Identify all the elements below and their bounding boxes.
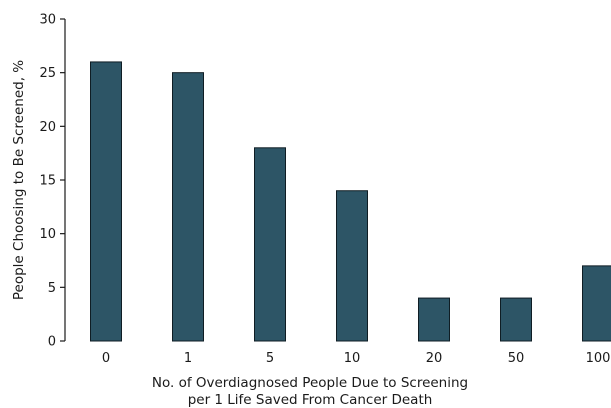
y-axis-title: People Choosing to Be Screened, % bbox=[11, 60, 27, 300]
bar-50 bbox=[500, 297, 532, 342]
y-tick-label: 20 bbox=[39, 120, 56, 135]
y-axis-ticks: 0 5 10 15 20 25 30 bbox=[39, 13, 65, 350]
x-axis-ticks: 0 1 5 10 20 50 100 bbox=[102, 351, 611, 366]
x-axis-title-line-1: No. of Overdiagnosed People Due to Scree… bbox=[152, 375, 468, 391]
x-tick-label: 50 bbox=[508, 351, 525, 366]
y-tick-label: 30 bbox=[39, 13, 56, 28]
y-tick-label: 0 bbox=[48, 335, 56, 350]
x-tick-label: 10 bbox=[344, 351, 361, 366]
y-tick-label: 25 bbox=[39, 66, 56, 81]
bar-100 bbox=[582, 265, 611, 342]
x-tick-label: 1 bbox=[184, 351, 192, 366]
bar-20 bbox=[418, 297, 450, 342]
bar-1 bbox=[172, 72, 204, 342]
bar-10 bbox=[336, 190, 368, 342]
bar-0 bbox=[90, 61, 122, 342]
y-tick-label: 5 bbox=[48, 281, 56, 296]
x-tick-label: 20 bbox=[426, 351, 443, 366]
y-tick-label: 15 bbox=[39, 174, 56, 189]
x-tick-label: 100 bbox=[586, 351, 611, 366]
bar-series bbox=[90, 61, 611, 342]
y-tick-label: 10 bbox=[39, 227, 56, 242]
bar-5 bbox=[254, 147, 286, 342]
x-tick-label: 0 bbox=[102, 351, 110, 366]
x-tick-label: 5 bbox=[266, 351, 274, 366]
x-axis-title-line-2: per 1 Life Saved From Cancer Death bbox=[188, 392, 433, 408]
